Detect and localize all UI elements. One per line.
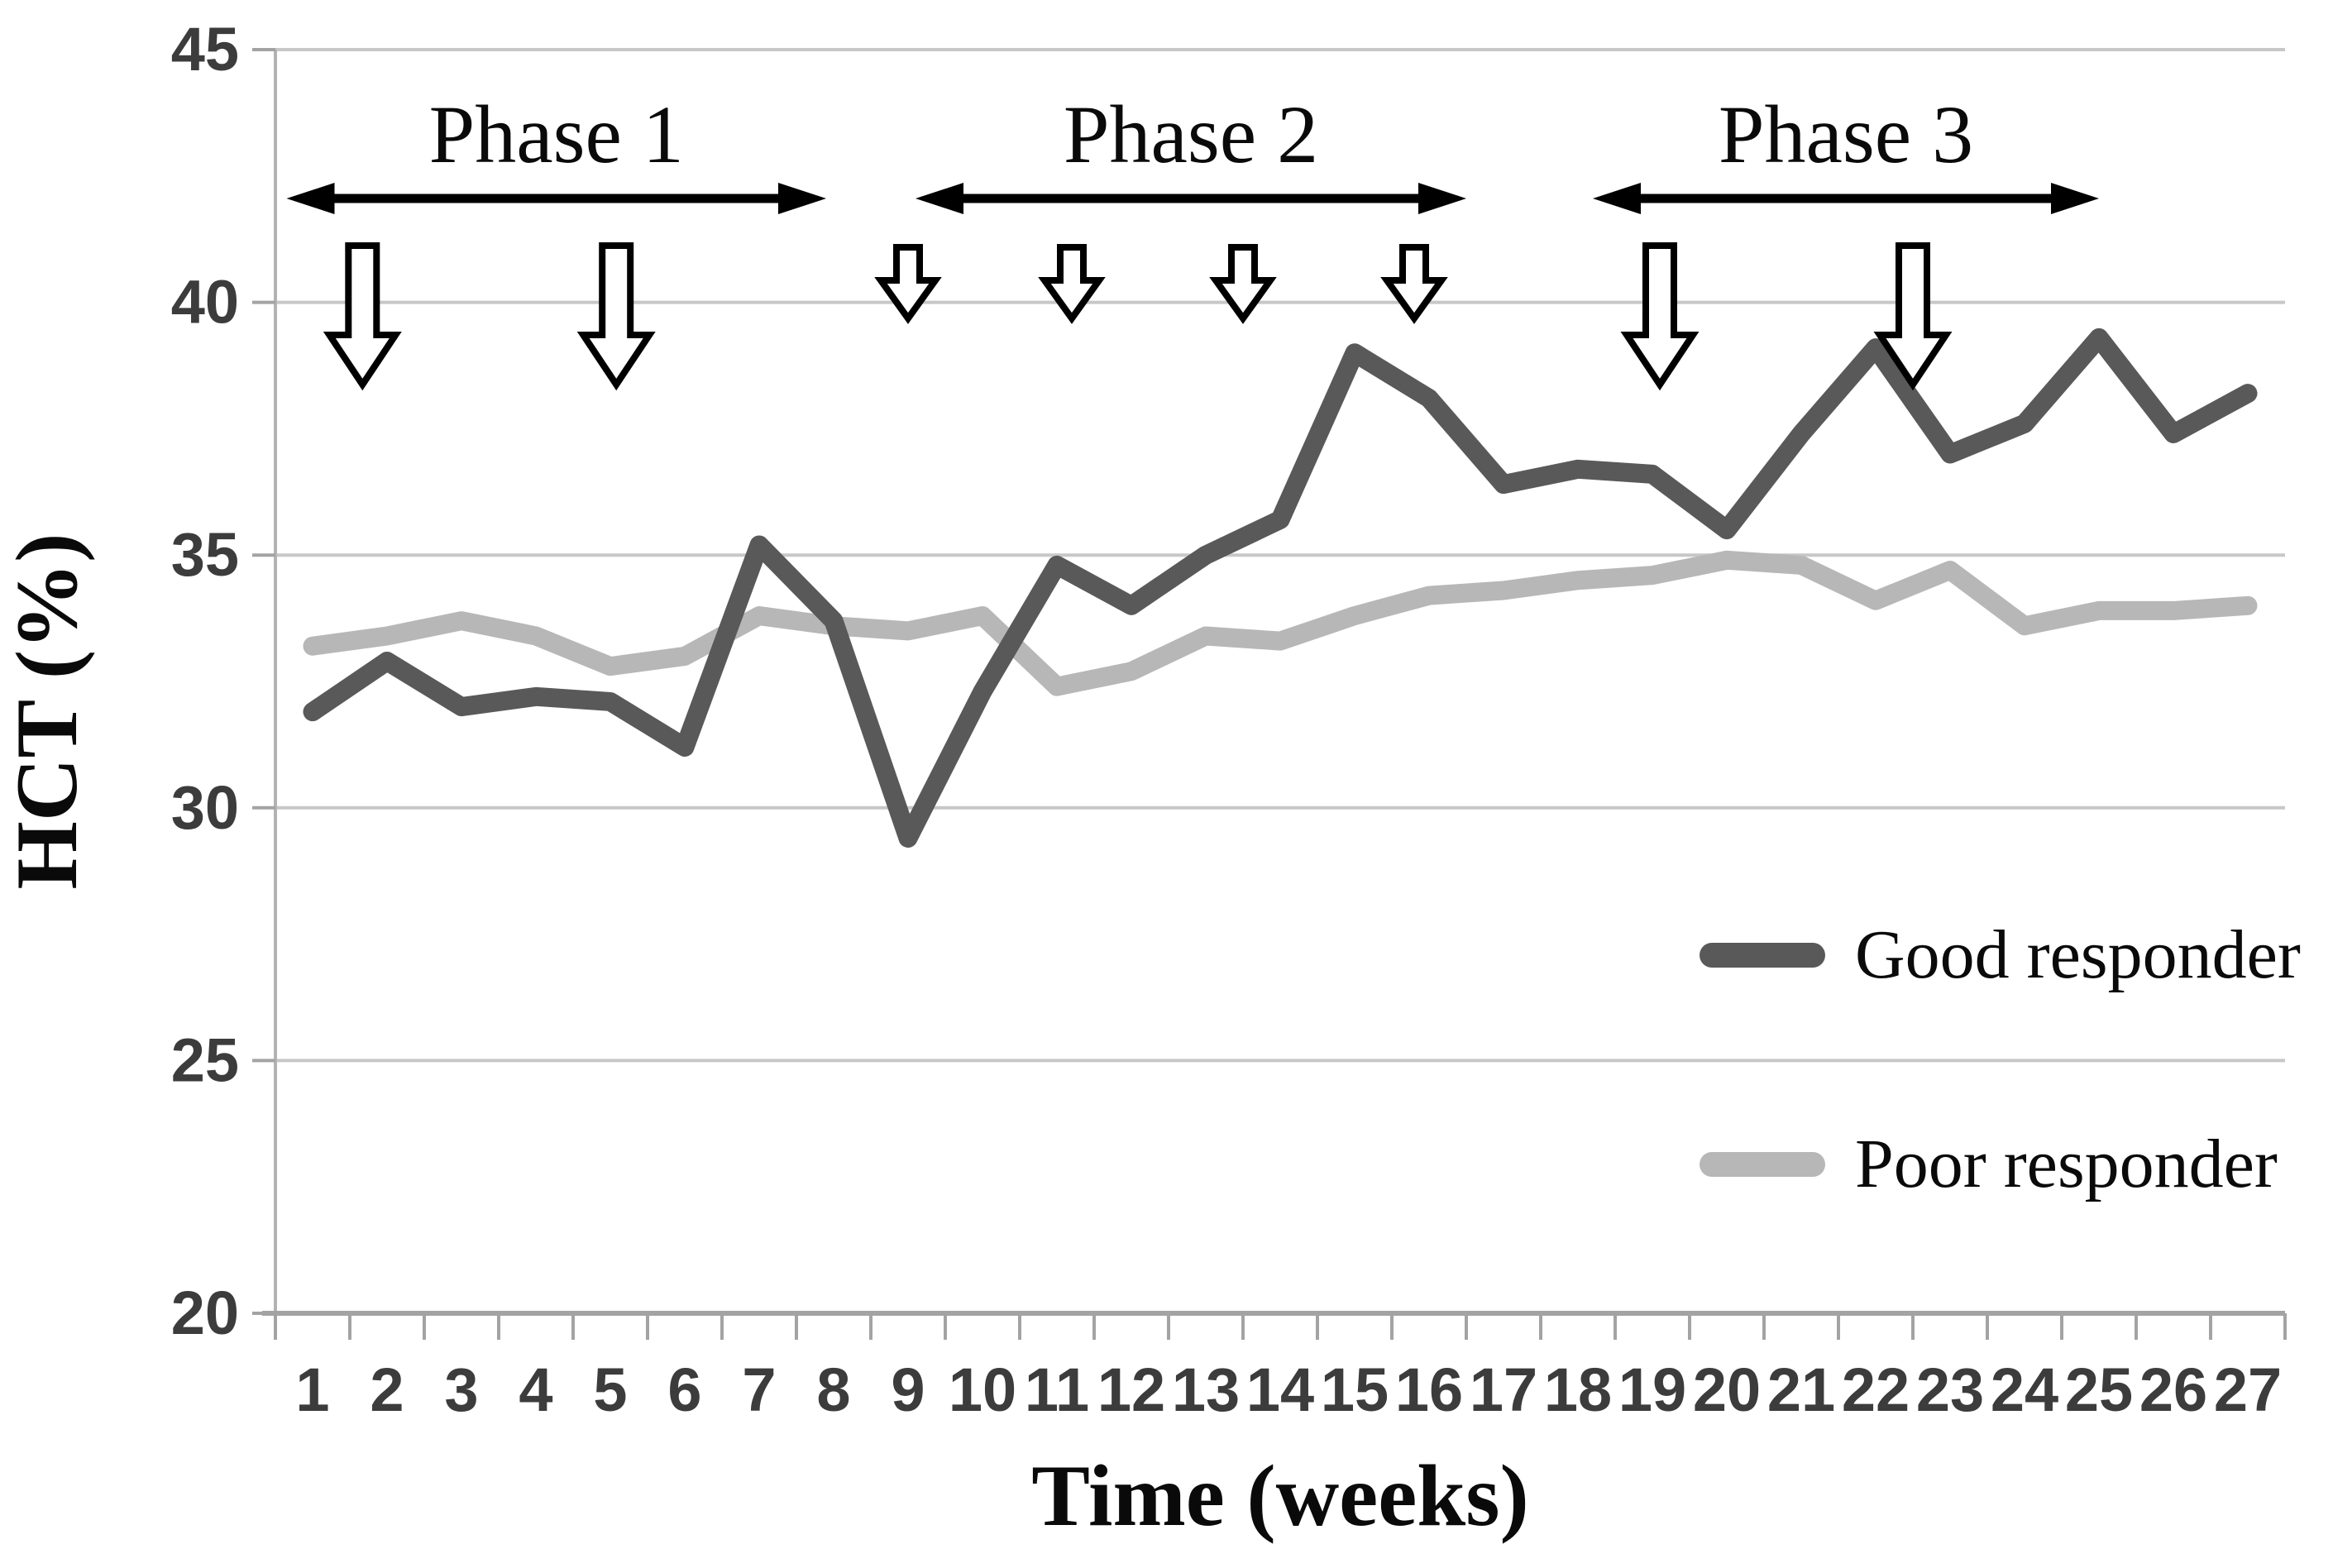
y-tick-label-30: 30 xyxy=(171,773,239,842)
y-tick-label-35: 35 xyxy=(171,520,239,589)
x-tick-label-22: 22 xyxy=(1842,1355,1910,1424)
phase-3-label: Phase 3 xyxy=(1719,88,1973,180)
x-tick-label-13: 13 xyxy=(1172,1355,1240,1424)
x-axis-title: Time (weeks) xyxy=(1031,1447,1529,1544)
x-tick-label-1: 1 xyxy=(295,1355,329,1424)
x-tick-label-8: 8 xyxy=(816,1355,850,1424)
y-tick-label-40: 40 xyxy=(171,268,239,337)
y-tick-label-20: 20 xyxy=(171,1279,239,1347)
x-tick-label-25: 25 xyxy=(2065,1355,2133,1424)
x-tick-label-4: 4 xyxy=(519,1355,552,1424)
axes xyxy=(252,48,2287,1340)
x-tick-label-3: 3 xyxy=(444,1355,478,1424)
x-tick-label-11: 11 xyxy=(1025,1355,1089,1424)
down-arrow-short-icon xyxy=(874,244,942,324)
phase-2-label: Phase 2 xyxy=(1064,88,1318,180)
x-tick-label-7: 7 xyxy=(742,1355,776,1424)
x-tick-label-12: 12 xyxy=(1097,1355,1165,1424)
x-tick-label-18: 18 xyxy=(1544,1355,1612,1424)
legend-label-good-responder: Good responder xyxy=(1855,916,2301,993)
phase-arrows xyxy=(286,183,2099,214)
phase-span-arrow-2 xyxy=(916,183,1466,214)
down-arrow-short-icon xyxy=(1380,244,1448,324)
poor-responder-line-swatch-icon xyxy=(1700,1152,1825,1177)
down-arrow-tall-icon xyxy=(1873,242,1953,391)
phase-1-label: Phase 1 xyxy=(429,88,684,180)
x-tick-label-10: 10 xyxy=(949,1355,1016,1424)
arrow-right-head-icon xyxy=(1418,183,1466,214)
series-line-poor-responder xyxy=(303,550,2258,696)
arrow-left-head-icon xyxy=(286,183,335,214)
good-responder-line-swatch-icon xyxy=(1700,943,1825,968)
legend-label-poor-responder: Poor responder xyxy=(1855,1126,2278,1202)
x-tick-label-5: 5 xyxy=(593,1355,627,1424)
y-tick-label-25: 25 xyxy=(171,1025,239,1094)
x-tick-label-19: 19 xyxy=(1618,1355,1686,1424)
down-arrow-short-icon xyxy=(1038,244,1106,324)
x-tick-label-2: 2 xyxy=(370,1355,404,1424)
arrow-right-head-icon xyxy=(2051,183,2099,214)
x-tick-label-24: 24 xyxy=(1991,1355,2058,1424)
x-tick-label-15: 15 xyxy=(1321,1355,1389,1424)
down-arrow-short-icon xyxy=(1209,244,1277,324)
arrow-left-head-icon xyxy=(1593,183,1641,214)
x-tick-label-23: 23 xyxy=(1916,1355,1984,1424)
series-line-good-responder xyxy=(303,327,2258,848)
x-tick-label-21: 21 xyxy=(1767,1355,1835,1424)
x-tick-label-26: 26 xyxy=(2139,1355,2207,1424)
x-tick-label-6: 6 xyxy=(667,1355,701,1424)
arrow-left-head-icon xyxy=(916,183,963,214)
x-tick-label-14: 14 xyxy=(1246,1355,1314,1424)
down-arrow-tall-icon xyxy=(1620,242,1700,391)
arrow-right-head-icon xyxy=(778,183,826,214)
down-arrow-tall-icon xyxy=(576,242,656,391)
x-tick-label-27: 27 xyxy=(2214,1355,2282,1424)
phase-span-arrow-3 xyxy=(1593,183,2099,214)
data-series xyxy=(303,327,2258,848)
y-tick-label-45: 45 xyxy=(171,15,239,84)
x-tick-label-17: 17 xyxy=(1470,1355,1537,1424)
legend: Good responder Poor responder xyxy=(1700,916,2301,1202)
x-tick-label-20: 20 xyxy=(1693,1355,1761,1424)
injection-arrows xyxy=(323,242,1953,391)
x-tick-label-9: 9 xyxy=(891,1355,925,1424)
y-axis-title: HCT (%) xyxy=(0,533,95,890)
x-tick-label-16: 16 xyxy=(1395,1355,1463,1424)
down-arrow-tall-icon xyxy=(323,242,402,391)
phase-span-arrow-1 xyxy=(286,183,826,214)
